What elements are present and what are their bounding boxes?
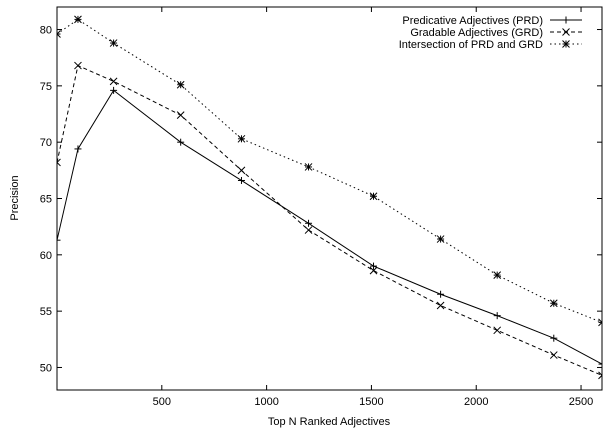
legend: Predicative Adjectives (PRD)Gradable Adj… xyxy=(399,15,582,51)
data-point-1 xyxy=(57,158,61,167)
y-tick-label: 65 xyxy=(40,194,52,206)
series-line-1 xyxy=(57,64,602,376)
x-tick-label: 1500 xyxy=(359,396,383,408)
data-point-1 xyxy=(304,226,313,234)
x-tick-label: 2500 xyxy=(569,396,593,408)
data-point-0 xyxy=(370,262,378,270)
series-line-2 xyxy=(57,18,602,323)
x-tick-label: 1000 xyxy=(254,396,278,408)
data-point-1 xyxy=(176,111,185,119)
data-point-0 xyxy=(57,236,61,244)
data-point-1 xyxy=(436,301,445,310)
x-tick-label: 2000 xyxy=(464,396,488,408)
data-point-0 xyxy=(550,334,558,342)
x-tick-label: 500 xyxy=(153,396,171,408)
y-tick-label: 55 xyxy=(40,306,52,318)
legend-label: Intersection of PRD and GRD xyxy=(399,39,543,51)
data-point-2 xyxy=(493,271,502,279)
legend-marker xyxy=(562,40,570,48)
y-axis: 50 55 60 65 70 75 80 xyxy=(40,25,602,374)
data-point-1 xyxy=(74,61,82,70)
x-axis-title: Top N Ranked Adjectives xyxy=(268,416,391,428)
legend-marker xyxy=(562,28,570,36)
y-tick-label: 50 xyxy=(40,362,52,374)
y-tick-label: 60 xyxy=(40,250,52,262)
data-point-1 xyxy=(369,266,378,275)
legend-marker xyxy=(562,16,570,24)
series-line-0 xyxy=(57,89,602,365)
data-point-2 xyxy=(237,134,246,143)
data-point-0 xyxy=(177,138,185,146)
data-point-2 xyxy=(369,192,378,201)
data-point-2 xyxy=(549,299,558,308)
data-point-0 xyxy=(110,86,118,94)
data-point-2 xyxy=(304,163,313,171)
y-axis-title: Precision xyxy=(9,175,21,220)
data-point-2 xyxy=(598,318,602,327)
data-point-0 xyxy=(598,360,602,368)
data-point-0 xyxy=(237,176,245,184)
data-point-1 xyxy=(493,326,502,335)
data-point-1 xyxy=(598,371,602,380)
data-point-0 xyxy=(493,312,501,320)
data-point-2 xyxy=(57,30,61,38)
y-tick-label: 70 xyxy=(40,137,52,149)
plot-frame xyxy=(56,6,603,391)
y-tick-label: 80 xyxy=(40,25,52,37)
data-point-2 xyxy=(436,235,445,243)
data-point-0 xyxy=(437,290,445,298)
legend-label: Gradable Adjectives (GRD) xyxy=(410,27,543,39)
data-point-2 xyxy=(74,15,82,24)
series-layer xyxy=(57,15,602,380)
data-point-0 xyxy=(74,145,82,153)
x-axis: 500 1000 1500 2000 2500 xyxy=(153,7,593,408)
data-point-2 xyxy=(176,80,185,89)
y-tick-label: 75 xyxy=(40,81,52,93)
data-point-0 xyxy=(305,219,313,227)
data-point-1 xyxy=(549,351,558,359)
legend-label: Predicative Adjectives (PRD) xyxy=(402,15,543,27)
data-point-1 xyxy=(237,166,246,175)
data-point-2 xyxy=(109,39,118,47)
data-point-1 xyxy=(109,77,118,86)
